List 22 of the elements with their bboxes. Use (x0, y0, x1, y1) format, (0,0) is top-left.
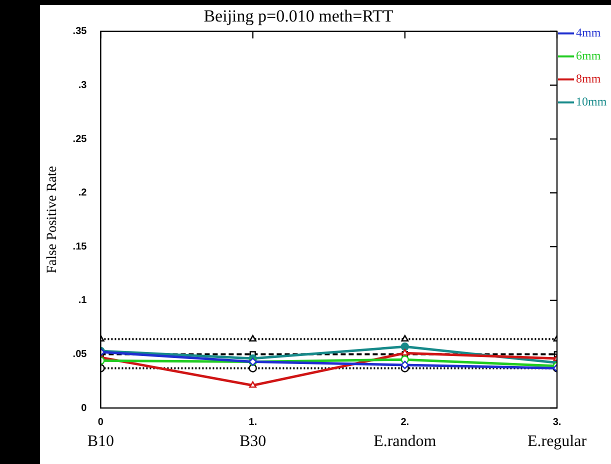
y-tick-label: .1 (78, 295, 88, 306)
legend-label: 8mm (576, 72, 602, 86)
x-tick-label: B10 (87, 433, 114, 450)
x-tick-label: E.regular (527, 433, 588, 450)
x-tick-label: B30 (239, 433, 266, 450)
legend-label: 10mm (576, 94, 608, 109)
y-tick-label: 0 (81, 402, 88, 414)
text: 1. (248, 416, 258, 428)
y-axis-title: False Positive Rate (45, 166, 60, 274)
text: 3. (552, 416, 562, 428)
text: 0 (98, 416, 104, 428)
y-tick-label: .2 (78, 188, 88, 199)
y-tick-label: .35 (72, 26, 88, 38)
legend-label: 6mm (576, 48, 602, 63)
y-tick-label: .3 (78, 80, 88, 91)
x-tick-label: E.random (374, 433, 437, 450)
text: 2. (400, 416, 410, 428)
chart-title: Beijing p=0.010 meth=RTT (204, 6, 394, 26)
legend-label: 4mm (576, 26, 602, 40)
y-tick-label: .15 (72, 241, 88, 252)
y-tick-label: .05 (72, 348, 88, 360)
y-tick-label: .25 (72, 134, 88, 145)
